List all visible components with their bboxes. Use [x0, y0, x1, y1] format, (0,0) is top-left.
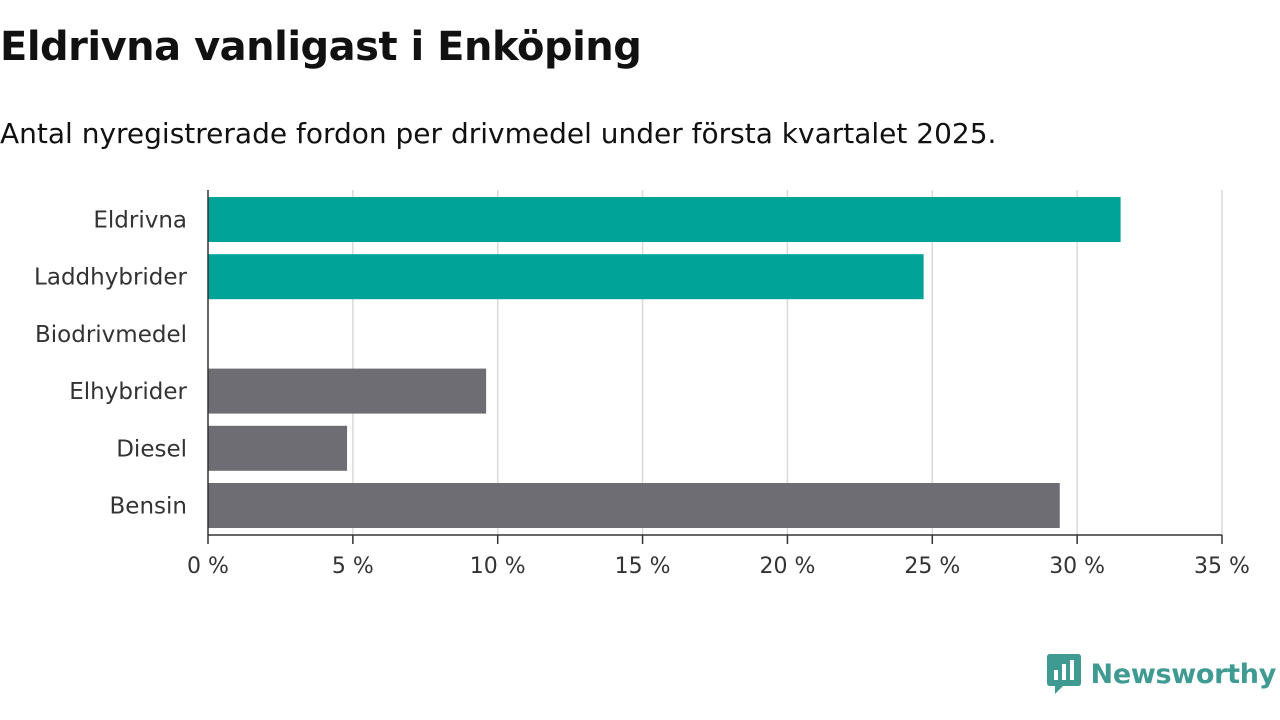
x-tick-label: 25 % [904, 554, 960, 579]
category-labels: Eldrivna Laddhybrider Biodrivmedel Elhybrid… [34, 208, 187, 520]
category-label: Eldrivna [93, 208, 187, 234]
newsworthy-logo: Newsworthy [1046, 654, 1277, 694]
x-tick-label: 15 % [615, 554, 671, 579]
category-label: Biodrivmedel [35, 322, 187, 348]
bar-diesel [208, 425, 348, 471]
chart-subtitle: Antal nyregistrerade fordon per drivmede… [0, 117, 997, 150]
x-tick-label: 10 % [470, 554, 526, 579]
bar-eldrivna [208, 197, 1121, 242]
chart-title: Eldrivna vanligast i Enköping [0, 24, 642, 70]
category-label: Diesel [116, 436, 187, 462]
bars [208, 197, 1121, 528]
x-tick-label: 0 % [187, 554, 229, 579]
category-label: Elhybrider [69, 379, 187, 405]
bar-laddhybrider [208, 254, 924, 300]
x-tick-label: 5 % [332, 554, 374, 579]
x-tick-label: 30 % [1049, 554, 1105, 579]
newsworthy-logo-icon [1046, 654, 1081, 694]
bar-elhybrider [208, 368, 487, 414]
x-tick-label: 20 % [759, 554, 815, 579]
category-label: Laddhybrider [34, 265, 187, 291]
x-axis: 0 % 5 % 10 % 15 % 20 % 25 % 30 % 35 % [187, 190, 1250, 579]
category-label: Bensin [110, 494, 187, 520]
x-tick-label: 35 % [1194, 554, 1250, 579]
logo-text: Newsworthy [1090, 658, 1277, 690]
bar-bensin [208, 483, 1060, 528]
gridlines [352, 190, 1223, 535]
